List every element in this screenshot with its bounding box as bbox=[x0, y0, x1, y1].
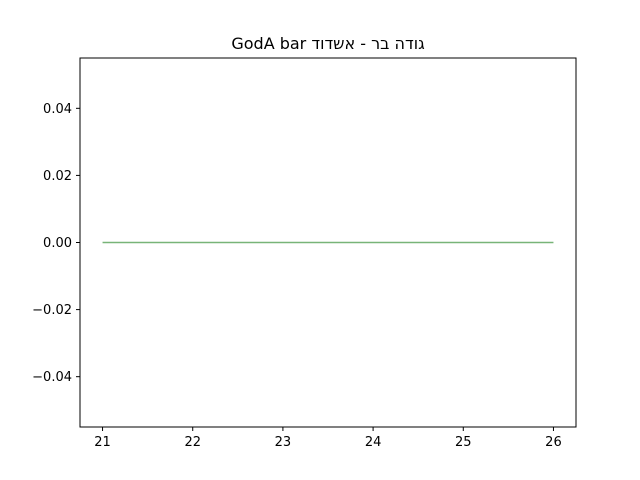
y-tick-label: 0.00 bbox=[43, 236, 72, 251]
x-tick-label: 25 bbox=[455, 435, 472, 450]
x-tick-label: 26 bbox=[545, 435, 562, 450]
x-tick-label: 21 bbox=[94, 435, 111, 450]
x-tick-label: 22 bbox=[184, 435, 201, 450]
plot-area: 21 22 23 24 25 26 −0.04 −0.02 0.00 0.02 0.04 bbox=[32, 57, 577, 450]
y-tick-label: −0.02 bbox=[32, 303, 72, 318]
y-tick-label: −0.04 bbox=[32, 370, 72, 385]
x-tick-label: 24 bbox=[365, 435, 382, 450]
y-tick-label: 0.04 bbox=[43, 102, 72, 117]
chart-title: GodA bar גודה בר - אשדוד bbox=[231, 34, 425, 53]
x-tick-label: 23 bbox=[275, 435, 292, 450]
y-tick-label: 0.02 bbox=[43, 169, 72, 184]
